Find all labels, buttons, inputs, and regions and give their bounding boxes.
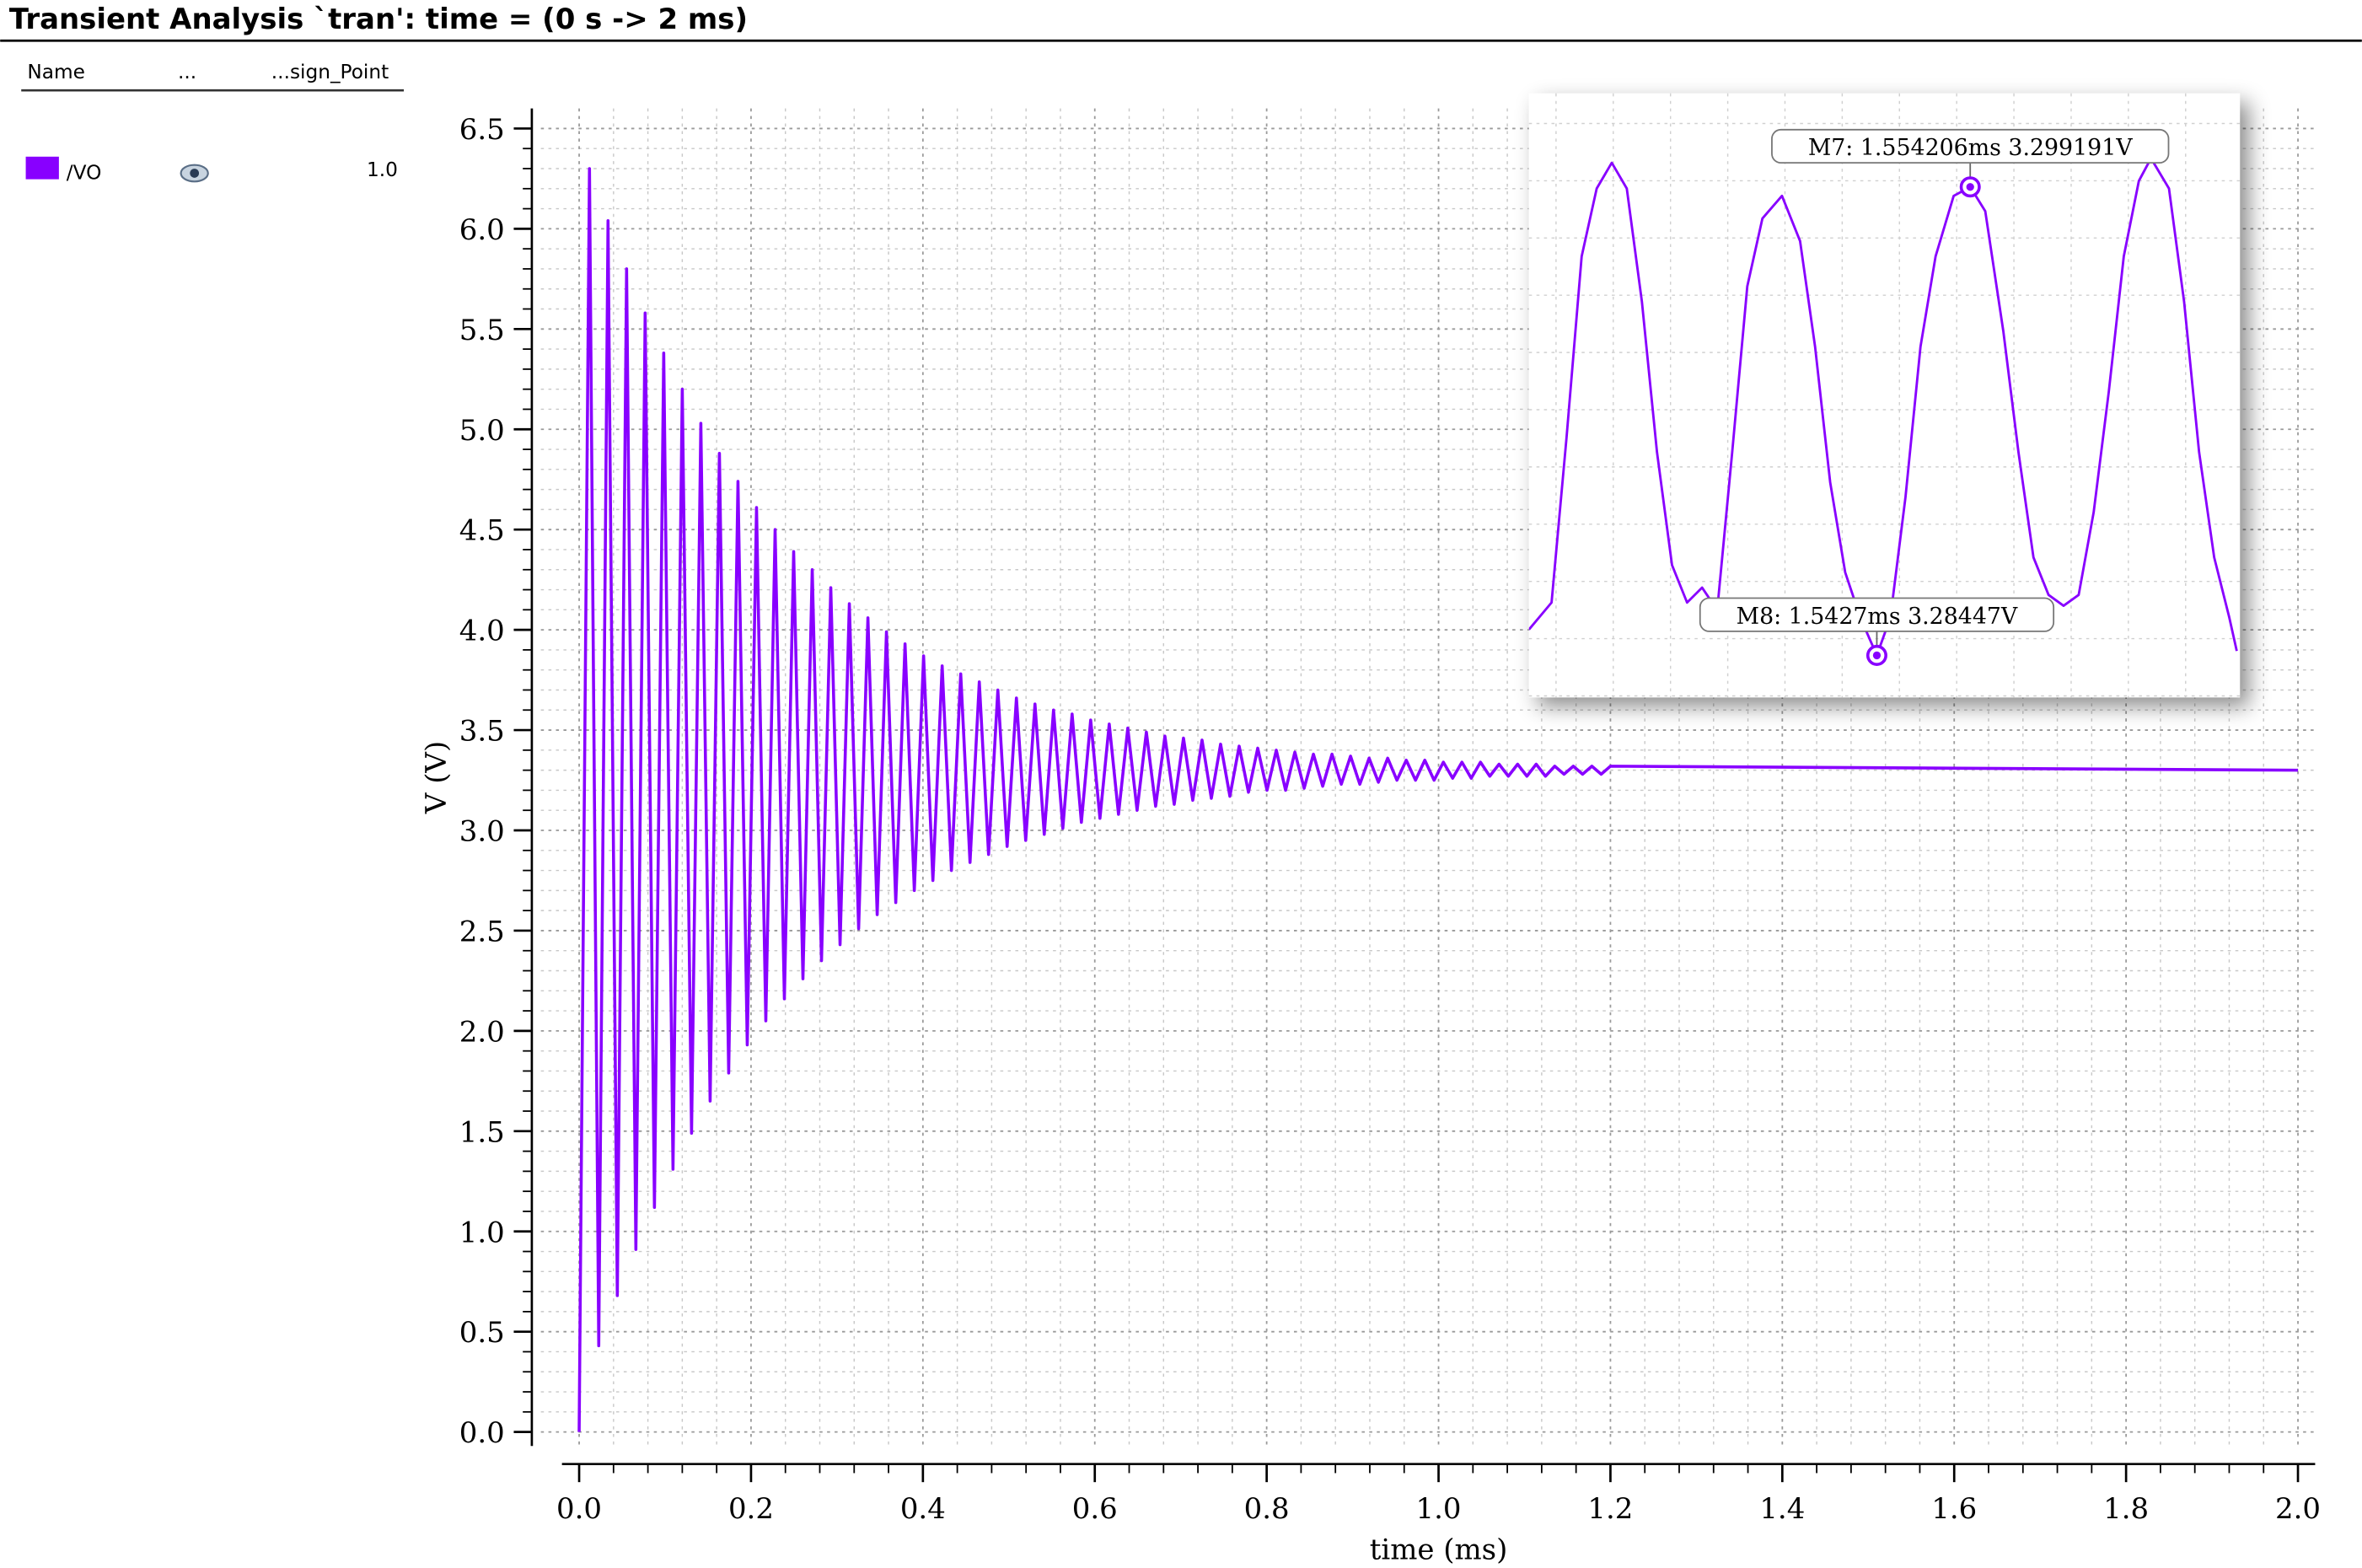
x-axis-label: time (ms) [1370, 1533, 1508, 1566]
legend-entry[interactable]: /VO [67, 162, 102, 185]
visibility-icon[interactable] [180, 164, 209, 183]
x-tick-label: 1.0 [1416, 1492, 1462, 1526]
legend-swatch[interactable] [25, 156, 59, 180]
inset-panel [1528, 93, 2241, 698]
x-tick-label: 2.0 [2275, 1492, 2321, 1526]
y-tick-label: 0.5 [459, 1316, 505, 1350]
marker-label-box [1771, 128, 2170, 164]
y-tick-label: 4.0 [459, 615, 505, 648]
x-tick-label: 0.4 [900, 1492, 946, 1526]
y-tick-label: 4.5 [459, 514, 505, 548]
zoom-inset: M7: 1.554206ms 3.299191V M8: 1.5427ms 3.2… [1528, 93, 2241, 698]
column-header[interactable]: ...sign_Point [271, 61, 389, 83]
y-tick-label: 6.5 [459, 113, 505, 147]
x-tick-label: 1.4 [1759, 1492, 1805, 1526]
x-tick-label: 1.8 [2103, 1492, 2149, 1526]
marker-label-box [1699, 597, 2055, 632]
y-tick-label: 0.0 [459, 1416, 505, 1450]
y-tick-label: 1.0 [459, 1216, 505, 1249]
y-tick-label: 2.5 [459, 915, 505, 948]
marker-label: M7: 1.554206ms 3.299191V [1808, 135, 2133, 161]
x-tick-label: 1.2 [1587, 1492, 1633, 1526]
y-tick-label: 3.5 [459, 715, 505, 749]
y-tick-label: 6.0 [459, 213, 505, 247]
column-header[interactable]: Name [27, 61, 85, 83]
window-title: Transient Analysis `tran': time = (0 s -… [9, 3, 748, 36]
y-tick-label: 5.0 [459, 414, 505, 448]
column-header[interactable]: ... [178, 61, 196, 83]
y-tick-label: 2.0 [459, 1015, 505, 1049]
x-tick-label: 1.6 [1931, 1492, 1977, 1526]
y-tick-label: 1.5 [459, 1115, 505, 1149]
x-tick-label: 0.6 [1072, 1492, 1118, 1526]
x-tick-label: 0.0 [556, 1492, 602, 1526]
x-tick-label: 0.2 [728, 1492, 774, 1526]
marker-dot [1872, 651, 1882, 660]
waveform [577, 167, 2299, 1432]
y-tick-label: 5.5 [459, 314, 505, 347]
y-axis-label: V (V) [420, 741, 454, 814]
y-tick-label: 3.0 [459, 815, 505, 849]
legend-value: 1.0 [367, 158, 398, 181]
marker-dot [1966, 183, 1974, 191]
x-tick-label: 0.8 [1244, 1492, 1290, 1526]
marker-label: M8: 1.5427ms 3.28447V [1737, 604, 2018, 630]
